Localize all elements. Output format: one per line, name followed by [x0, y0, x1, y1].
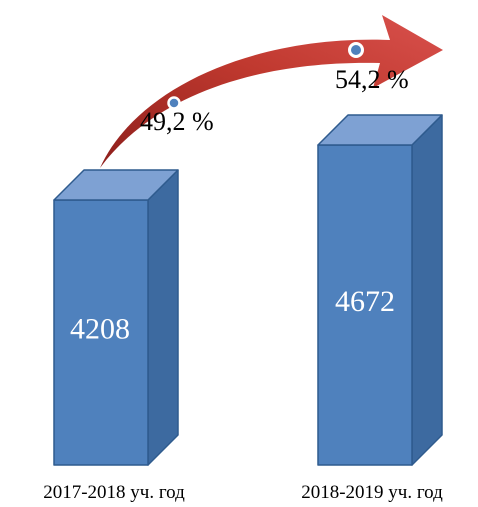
bars-layer	[53, 114, 443, 466]
annotation-marker-2	[348, 42, 364, 58]
x-tick-label-2: 2018-2019 уч. год	[301, 482, 443, 503]
bar-value-label-2: 4672	[335, 285, 395, 318]
annotation-marker-1	[167, 96, 181, 110]
bar-1-side	[147, 169, 179, 466]
bar-1-top	[53, 169, 179, 201]
annotation-label-1: 49,2 %	[140, 107, 214, 136]
x-tick-label-1: 2017-2018 уч. год	[43, 482, 185, 503]
markers-layer	[167, 42, 364, 110]
annotation-label-2: 54,2 %	[335, 65, 409, 94]
bar-value-label-1: 4208	[70, 313, 130, 346]
bar-2-side	[411, 114, 443, 466]
bar-2-top	[317, 114, 443, 146]
labels-layer: 49,2 % 54,2 % 2017-2018 уч. год 2018-201…	[43, 65, 443, 503]
